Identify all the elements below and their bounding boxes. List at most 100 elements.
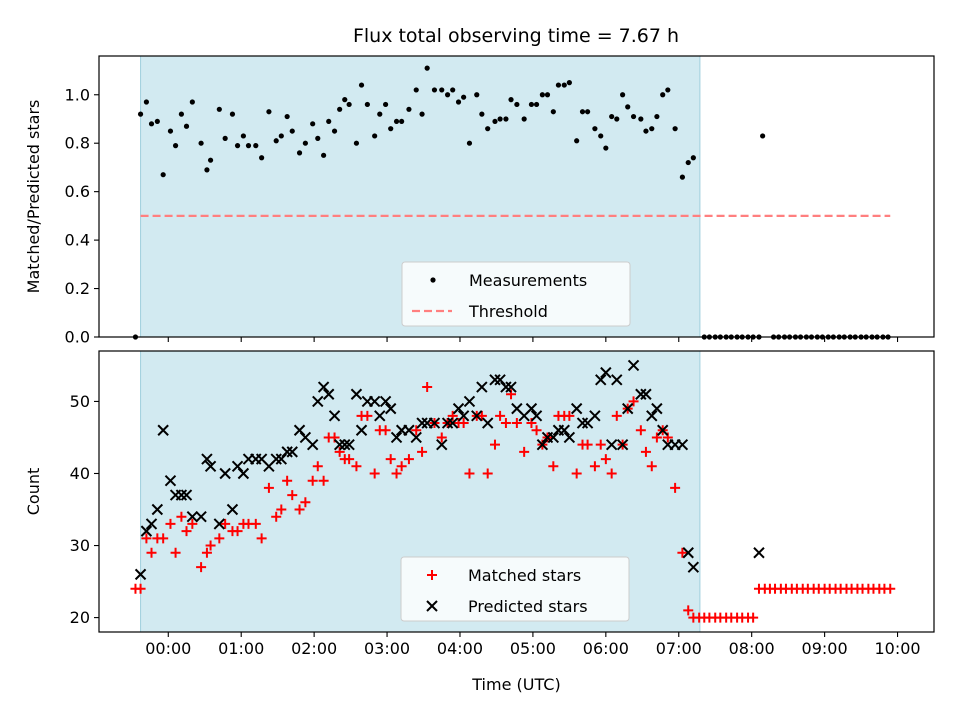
measurement-point: [167, 128, 174, 134]
x-tick-label: 10:00: [874, 639, 920, 658]
predicted-star-point: [213, 518, 226, 530]
matched-star-point: [300, 497, 311, 508]
y-tick-label: 1.0: [65, 85, 90, 104]
predicted-star-point: [355, 424, 368, 436]
legend-box: [400, 556, 630, 622]
y-tick-label: 40: [70, 464, 90, 483]
predicted-star-point: [306, 438, 319, 451]
legend-dot-icon: [430, 277, 436, 283]
measurement-point: [189, 99, 195, 105]
axes-frame: [98, 55, 935, 338]
predicted-star-point: [312, 395, 324, 408]
y-tick-label: 0.0: [65, 328, 90, 347]
measurement-point: [614, 116, 620, 122]
chart-title: Flux total observing time = 7.67 h: [353, 25, 679, 47]
predicted-star-point: [145, 518, 158, 530]
matched-star-point: [677, 547, 688, 558]
matched-star-point: [294, 504, 305, 515]
y-tick-label: 0.8: [65, 134, 90, 153]
predicted-star-point: [134, 568, 147, 581]
matched-star-point: [670, 482, 681, 493]
matched-star-point: [396, 461, 407, 472]
matched-star-point: [282, 475, 293, 486]
y-tick-label: 0.2: [65, 279, 90, 298]
measurement-point: [183, 123, 190, 129]
predicted-star-point: [558, 424, 570, 436]
measurement-point: [222, 135, 228, 141]
predicted-star-point: [204, 460, 217, 472]
measurement-point: [207, 157, 214, 163]
matched-star-point: [582, 439, 593, 450]
measurement-point: [679, 174, 686, 180]
panel-ratio: 0.0 0.2 0.4 0.6 0.8 1.0 Matched/Predicted star…: [24, 55, 935, 347]
measurement-point: [148, 121, 155, 127]
matched-star-point: [683, 605, 694, 616]
measurement-point: [234, 143, 241, 149]
measurement-point: [643, 128, 649, 134]
predicted-star-point: [646, 410, 658, 422]
matched-star-point: [422, 382, 433, 393]
matched-star-point: [276, 504, 287, 515]
predicted-star-point: [452, 402, 465, 415]
x-tick-label: 00:00: [145, 639, 191, 658]
measurement-point: [393, 118, 400, 125]
matched-star-point: [436, 432, 447, 443]
measurement-point: [273, 138, 279, 144]
matched-star-point: [312, 461, 323, 472]
measurement-point: [240, 133, 246, 139]
series-markers: [132, 65, 891, 340]
predicted-star-point: [616, 438, 629, 451]
measurement-point: [620, 92, 626, 98]
matched-star-point: [141, 533, 152, 544]
predicted-star-point: [180, 489, 193, 501]
matched-star-point: [196, 562, 207, 573]
measurement-point: [315, 135, 321, 141]
measurement-point: [419, 111, 425, 117]
matched-star-point: [417, 446, 428, 457]
matched-star-point: [403, 454, 414, 465]
matched-star-point: [600, 454, 611, 465]
measurement-point: [377, 111, 383, 117]
predicted-star-point: [657, 424, 669, 436]
measurement-point: [574, 138, 580, 144]
measurement-point: [444, 92, 451, 98]
matched-star-point: [187, 518, 198, 529]
measurement-point: [630, 113, 637, 120]
matched-star-point: [646, 461, 657, 472]
measurement-point: [253, 143, 259, 149]
measurement-point: [450, 87, 456, 93]
predicted-star-point: [328, 410, 341, 422]
measurement-point: [172, 143, 179, 149]
matched-star-point: [519, 446, 530, 457]
matched-star-point: [351, 461, 362, 472]
x-tick-label: 04:00: [437, 639, 483, 658]
legend: Measurements Threshold: [401, 261, 631, 327]
matched-star-point: [635, 425, 646, 436]
legend-box: [401, 261, 631, 327]
matched-star-point: [146, 547, 157, 558]
predicted-star-point: [317, 381, 330, 393]
predicted-star-point: [682, 547, 694, 559]
predicted-star-point: [201, 453, 213, 465]
predicted-star-point: [463, 395, 476, 408]
measurement-point: [760, 133, 766, 139]
measurement-point: [266, 109, 272, 115]
predicted-star-point: [286, 446, 298, 458]
matched-star-point: [232, 526, 243, 537]
measurement-point: [326, 118, 332, 125]
measurement-point: [603, 145, 609, 151]
measurement-point: [461, 94, 467, 100]
measurement-point: [660, 92, 666, 98]
predicted-star-point: [175, 489, 188, 501]
predicted-star-point: [481, 417, 494, 429]
predicted-star-point: [605, 438, 618, 451]
measurement-point: [364, 101, 370, 108]
measurement-point: [514, 101, 520, 108]
y-tick-label: 0.4: [65, 231, 90, 250]
predicted-star-point: [151, 503, 164, 516]
matched-star-point: [170, 547, 181, 558]
measurement-point: [521, 116, 527, 122]
y-axis-label: Matched/Predicted stars: [24, 100, 43, 294]
measurement-point: [544, 92, 551, 98]
y-tick-label: 30: [70, 536, 90, 555]
